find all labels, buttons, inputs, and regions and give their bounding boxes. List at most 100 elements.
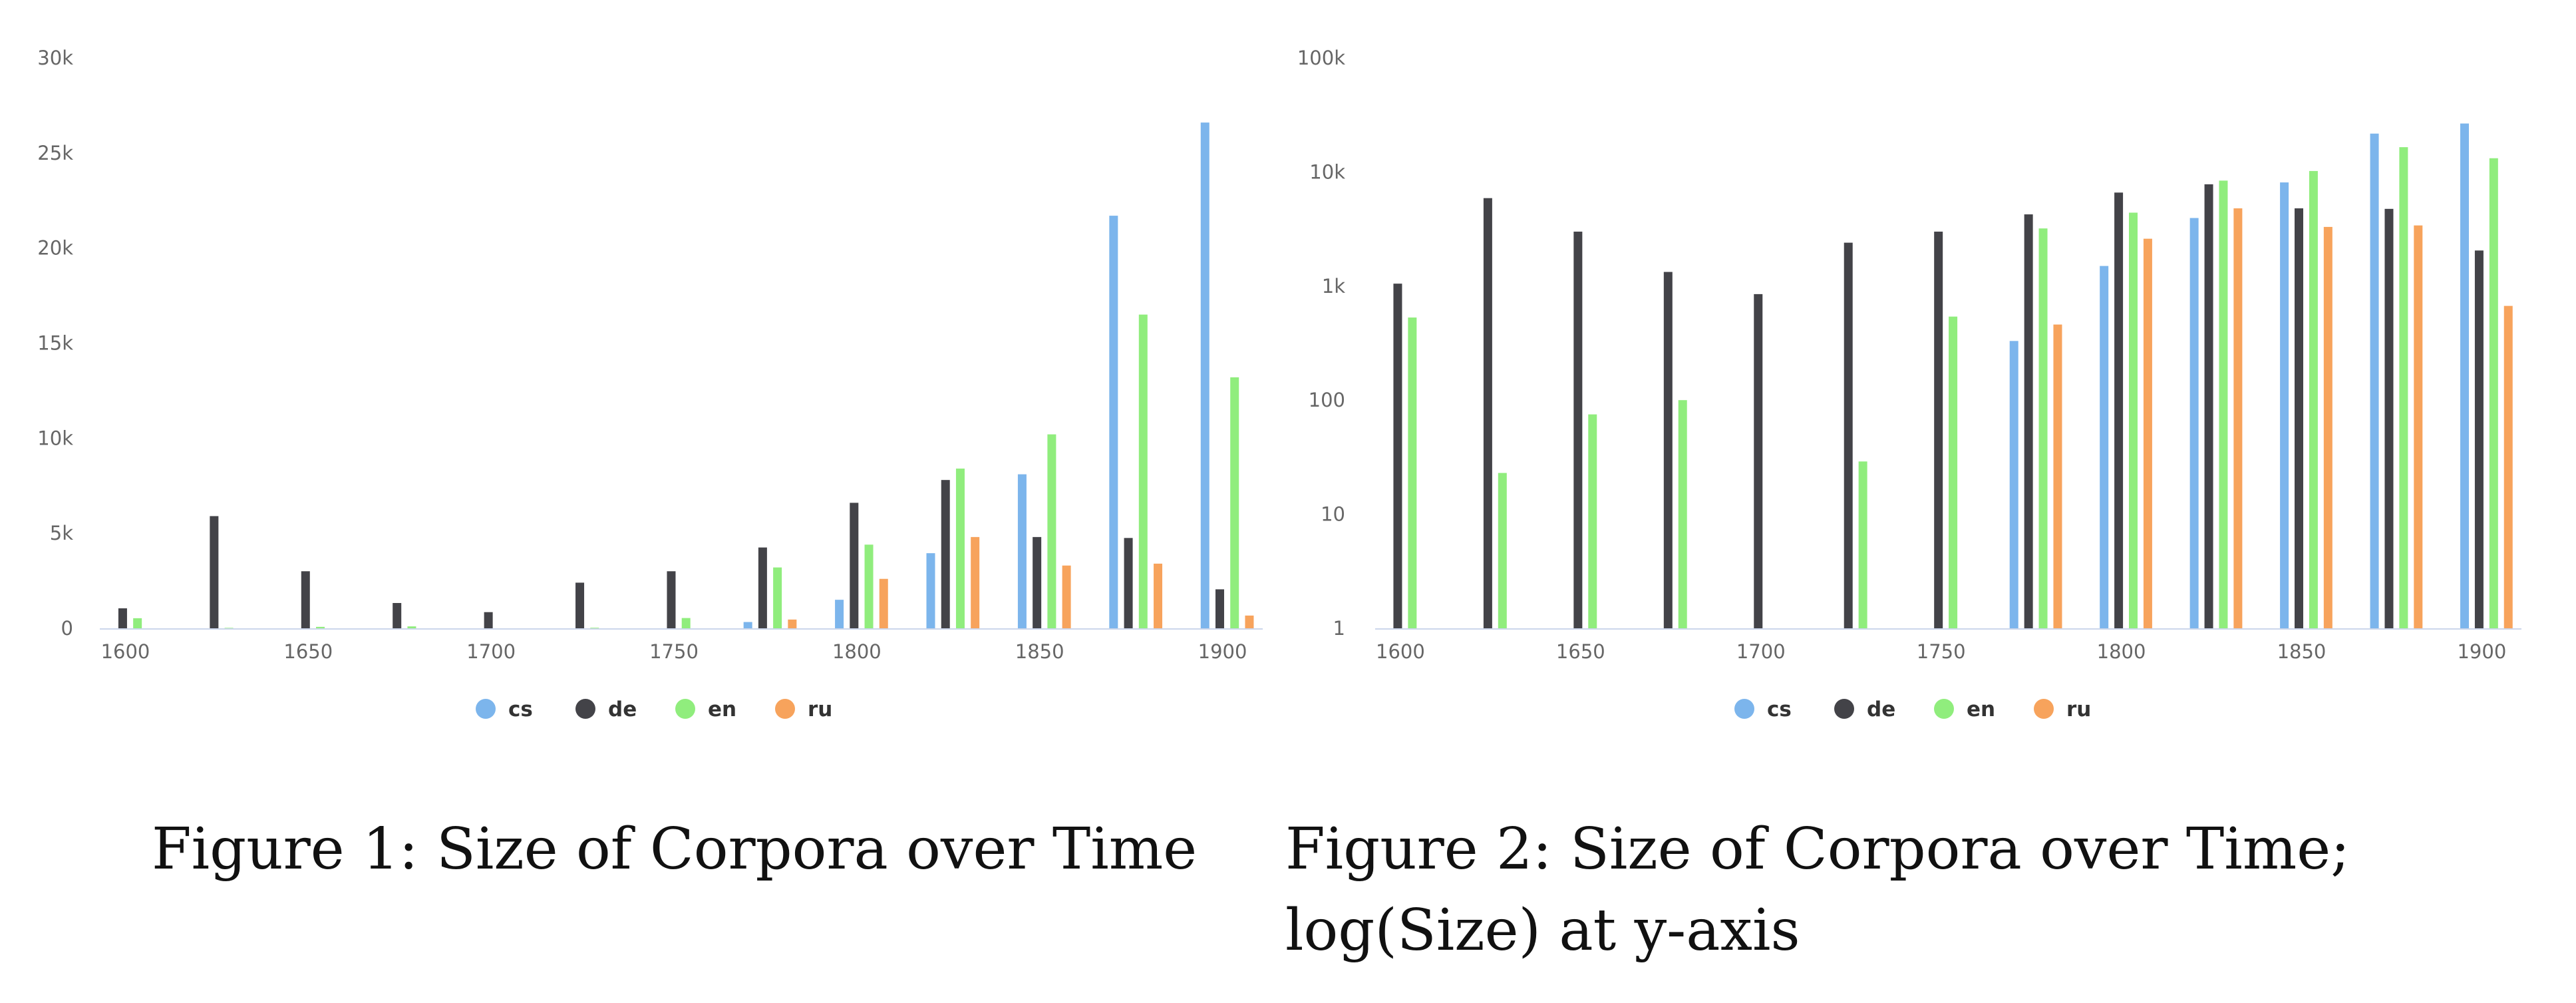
legend-marker	[775, 699, 795, 719]
bar-cs	[2009, 341, 2018, 628]
bar-de	[1393, 284, 1402, 628]
legend-marker	[575, 699, 595, 719]
bar-cs	[835, 600, 844, 628]
bar-de	[2204, 184, 2213, 628]
bar-de	[210, 516, 219, 628]
bar-de	[758, 547, 767, 628]
bar-cs	[2189, 218, 2199, 629]
bar-ru	[879, 578, 888, 628]
bar-en	[2219, 180, 2228, 628]
x-tick-label: 1650	[283, 640, 333, 663]
bar-de	[1844, 242, 1853, 628]
bar-de	[1663, 272, 1673, 628]
y-tick-label: 5k	[50, 522, 73, 544]
bar-en	[2038, 228, 2048, 628]
y-tick-label: 100	[1309, 389, 1345, 411]
y-tick-label: 20k	[37, 237, 73, 260]
bar-en	[2489, 158, 2498, 628]
bar-en	[1678, 400, 1687, 628]
bar-cs	[1200, 122, 1209, 629]
bar-de	[393, 603, 402, 628]
bar-ru	[1062, 565, 1071, 628]
bar-de	[2295, 208, 2304, 628]
bar-en	[2399, 147, 2408, 629]
bar-en	[2129, 212, 2138, 628]
bar-en	[681, 618, 691, 628]
bar-en	[407, 626, 416, 628]
bar-cs	[2280, 182, 2289, 628]
bar-en	[1230, 377, 1239, 628]
bar-en	[2309, 170, 2318, 629]
x-tick-label: 1650	[1556, 640, 1605, 663]
x-tick-label: 1750	[1917, 640, 1966, 663]
bar-ru	[2233, 208, 2243, 628]
bar-en	[1047, 434, 1056, 628]
y-tick-label: 25k	[37, 142, 73, 164]
bar-de	[2384, 208, 2394, 629]
linear-bar-chart: 0 5k 10k 15k 20k 25k 30k 1600 1650 1700 1750 1800 18…	[37, 47, 1263, 721]
bar-ru	[1245, 615, 1254, 628]
figure-2-caption: Figure 2: Size of Corpora over Time; log…	[1285, 816, 2350, 964]
y-tick-label: 1	[1333, 617, 1345, 640]
figure-1-caption: Figure 1: Size of Corpora over Time	[152, 816, 1198, 883]
y-tick-label: 0	[61, 617, 73, 640]
bar-en	[1138, 314, 1148, 628]
bar-cs	[2370, 133, 2379, 628]
x-tick-label: 1600	[101, 640, 150, 663]
x-tick-label: 1750	[649, 640, 699, 663]
x-tick-label: 1700	[466, 640, 516, 663]
legend-label: de	[608, 698, 637, 721]
legend-marker	[1834, 699, 1854, 719]
bar-de	[1934, 232, 1943, 628]
bar-de	[1033, 536, 1042, 628]
x-tick-label: 1850	[2277, 640, 2327, 663]
bar-en	[773, 567, 782, 628]
bar-en	[1949, 316, 1958, 628]
bar-en	[1408, 317, 1417, 628]
legend-label: cs	[1767, 698, 1792, 721]
bar-de	[2474, 250, 2484, 629]
bar-cs	[2460, 123, 2470, 628]
x-tick-label: 1900	[2457, 640, 2506, 663]
legend-label: en	[1967, 698, 1995, 721]
bar-cs	[1109, 216, 1118, 628]
bar-cs	[1017, 474, 1027, 628]
bar-de	[1573, 232, 1583, 628]
x-tick-label: 1900	[1198, 640, 1247, 663]
bar-ru	[2414, 225, 2423, 628]
bar-de	[118, 608, 127, 628]
bar-de	[484, 612, 493, 628]
bar-ru	[2053, 324, 2062, 628]
bar-en	[1858, 461, 1867, 628]
bar-en	[1588, 414, 1597, 628]
legend-marker	[675, 699, 695, 719]
x-tick-label: 1700	[1736, 640, 1786, 663]
legend-marker	[2034, 699, 2054, 719]
legend-label: ru	[808, 698, 832, 721]
y-tick-label: 100k	[1297, 47, 1345, 69]
bar-de	[667, 571, 676, 628]
legend-label: cs	[508, 698, 533, 721]
bar-de	[1215, 589, 1224, 628]
legend-label: ru	[2066, 698, 2091, 721]
bar-ru	[1154, 563, 1163, 628]
y-tick-label: 10	[1321, 503, 1345, 526]
y-tick-label: 1k	[1322, 275, 1345, 298]
bar-en	[955, 469, 965, 628]
bar-ru	[2503, 305, 2513, 628]
bar-en	[316, 626, 325, 628]
bar-de	[1124, 538, 1133, 628]
bar-de	[301, 571, 310, 628]
bar-cs	[2100, 266, 2109, 629]
bar-en	[133, 618, 142, 628]
bar-cs	[743, 622, 752, 628]
x-tick-label: 1600	[1376, 640, 1425, 663]
y-tick-label: 10k	[37, 427, 73, 449]
bar-ru	[2323, 226, 2333, 628]
legend-label: de	[1867, 698, 1895, 721]
bar-en	[864, 544, 874, 628]
bar-de	[850, 502, 859, 628]
bar-de	[1754, 294, 1763, 628]
x-tick-label: 1800	[2097, 640, 2146, 663]
y-tick-label: 10k	[1309, 160, 1345, 183]
